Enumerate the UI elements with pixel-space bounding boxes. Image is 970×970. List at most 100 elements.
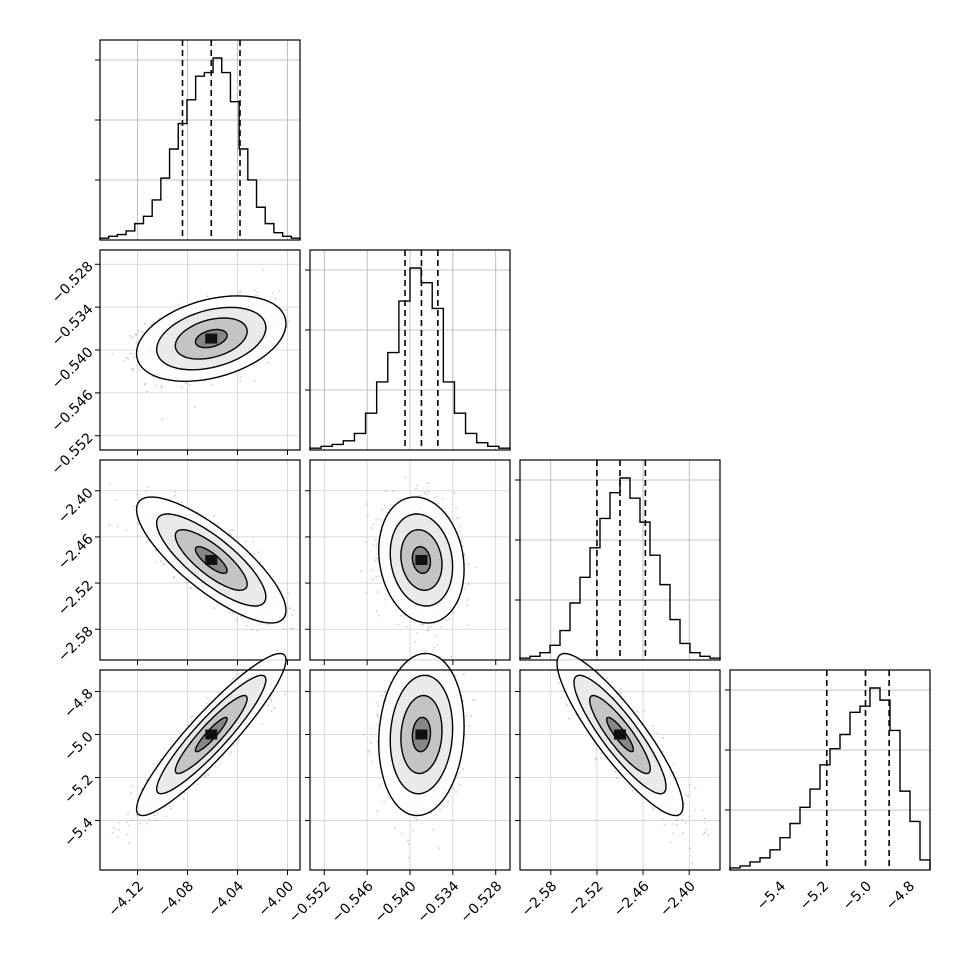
scatter-point	[433, 496, 436, 499]
scatter-point	[375, 576, 378, 579]
scatter-point	[278, 290, 281, 293]
scatter-point	[118, 828, 120, 831]
scatter-point	[290, 627, 293, 629]
scatter-panel	[95, 652, 301, 875]
scatter-point	[383, 801, 385, 803]
scatter-point	[455, 507, 457, 510]
scatter-point	[183, 798, 185, 801]
scatter-point	[213, 515, 216, 517]
scatter-panel	[305, 652, 511, 875]
scatter-point	[463, 555, 466, 557]
scatter-point	[423, 492, 426, 494]
scatter-point	[152, 763, 155, 766]
scatter-point	[125, 529, 128, 532]
scatter-point	[206, 295, 209, 298]
scatter-point	[117, 836, 119, 839]
scatter-point	[135, 814, 138, 816]
scatter-point	[450, 655, 453, 658]
scatter-point	[239, 380, 242, 383]
scatter-point	[135, 333, 138, 336]
scatter-point	[376, 810, 379, 813]
scatter-point	[159, 560, 162, 562]
scatter-point	[397, 624, 400, 626]
scatter-point	[122, 360, 125, 362]
scatter-point	[282, 628, 285, 630]
scatter-point	[375, 539, 377, 542]
scatter-point	[136, 493, 139, 496]
histogram-panel	[515, 459, 721, 661]
scatter-point	[399, 497, 402, 500]
scatter-point	[234, 677, 237, 679]
scatter-point	[388, 508, 390, 511]
scatter-point	[374, 559, 377, 562]
scatter-point	[288, 607, 291, 609]
scatter-point	[383, 504, 386, 507]
scatter-panel	[95, 459, 301, 665]
scatter-point	[244, 541, 247, 543]
scatter-point	[256, 629, 259, 632]
scatter-point	[165, 806, 167, 808]
scatter-point	[174, 491, 177, 493]
scatter-panel	[305, 459, 511, 665]
scatter-point	[108, 524, 111, 527]
scatter-point	[214, 765, 217, 768]
scatter-point	[273, 707, 276, 709]
scatter-point	[253, 289, 256, 292]
scatter-point	[377, 614, 380, 617]
scatter-point	[260, 723, 263, 725]
scatter-point	[427, 626, 430, 629]
scatter-point	[181, 501, 183, 504]
scatter-point	[287, 592, 290, 595]
scatter-point	[434, 813, 437, 816]
scatter-panel	[95, 249, 301, 455]
scatter-point	[163, 563, 166, 565]
scatter-point	[129, 337, 132, 339]
scatter-point	[177, 303, 180, 306]
scatter-point	[241, 671, 244, 674]
scatter-point	[379, 519, 382, 521]
scatter-point	[375, 518, 377, 521]
scatter-point	[146, 486, 149, 489]
scatter-point	[145, 541, 148, 544]
scatter-point	[113, 827, 115, 830]
scatter-point	[466, 604, 469, 606]
scatter-point	[111, 832, 114, 834]
scatter-point	[292, 628, 295, 630]
scatter-point	[461, 545, 464, 548]
density-peak	[205, 333, 218, 344]
scatter-point	[152, 321, 155, 324]
scatter-point	[252, 540, 255, 543]
scatter-point	[213, 607, 215, 610]
scatter-point	[456, 517, 459, 520]
scatter-point	[197, 783, 199, 785]
scatter-point	[128, 824, 131, 827]
scatter-point	[251, 629, 254, 631]
scatter-point	[117, 821, 120, 824]
scatter-point	[370, 527, 373, 529]
scatter-point	[271, 292, 274, 295]
scatter-point	[430, 625, 432, 628]
scatter-point	[156, 813, 159, 815]
scatter-point	[360, 570, 362, 573]
scatter-point	[237, 293, 240, 296]
scatter-point	[376, 543, 379, 545]
scatter-point	[153, 814, 156, 817]
scatter-point	[138, 368, 140, 371]
scatter-point	[144, 322, 146, 325]
scatter-point	[126, 833, 129, 836]
scatter-point	[154, 384, 157, 387]
scatter-point	[270, 710, 273, 712]
histogram-step	[99, 57, 301, 240]
scatter-point	[416, 632, 419, 634]
scatter-point	[192, 715, 194, 718]
scatter-point	[229, 611, 231, 613]
scatter-point	[420, 623, 423, 626]
scatter-point	[436, 495, 439, 498]
scatter-point	[130, 820, 133, 822]
scatter-point	[448, 618, 451, 620]
scatter-point	[111, 353, 114, 356]
scatter-point	[194, 406, 197, 408]
scatter-point	[372, 523, 375, 526]
scatter-point	[132, 336, 135, 338]
scatter-point	[210, 384, 213, 386]
